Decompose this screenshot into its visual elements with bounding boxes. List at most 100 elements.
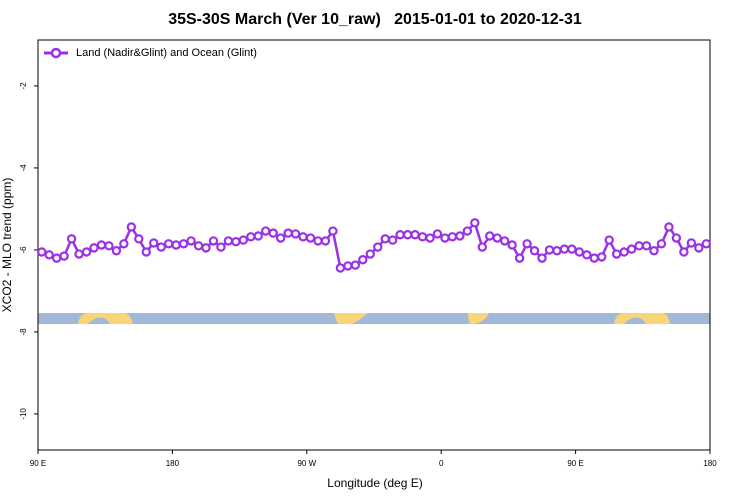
x-tick-label: 0 bbox=[439, 459, 444, 468]
y-tick-label: -8 bbox=[19, 328, 28, 336]
data-point bbox=[223, 236, 234, 246]
data-point bbox=[589, 253, 599, 263]
data-point bbox=[59, 251, 69, 261]
data-point bbox=[686, 238, 697, 248]
y-tick-label: -6 bbox=[19, 246, 28, 254]
data-point bbox=[597, 252, 607, 262]
data-point bbox=[119, 239, 129, 249]
data-point bbox=[51, 253, 62, 263]
data-point bbox=[126, 222, 137, 232]
data-point bbox=[611, 249, 622, 259]
data-point bbox=[163, 239, 174, 249]
data-point bbox=[679, 247, 689, 257]
data-point bbox=[66, 234, 77, 244]
data-point bbox=[432, 229, 443, 239]
data-point bbox=[216, 242, 226, 252]
data-point bbox=[37, 247, 47, 257]
data-point bbox=[261, 226, 271, 236]
data-point bbox=[574, 247, 585, 257]
legend-marker bbox=[50, 47, 62, 59]
data-point bbox=[485, 231, 495, 241]
data-point bbox=[283, 228, 293, 238]
data-point bbox=[440, 233, 450, 243]
data-point bbox=[149, 238, 159, 248]
data-point bbox=[395, 230, 405, 240]
data-point bbox=[701, 239, 711, 249]
data-point bbox=[626, 244, 637, 254]
legend-label: Land (Nadir&Glint) and Ocean (Glint) bbox=[76, 47, 257, 59]
data-point bbox=[343, 261, 353, 271]
data-point bbox=[335, 263, 346, 273]
data-point bbox=[582, 250, 592, 260]
data-point bbox=[417, 232, 428, 242]
data-point bbox=[365, 249, 375, 259]
data-point bbox=[186, 236, 196, 246]
data-point bbox=[253, 231, 263, 241]
data-point bbox=[462, 226, 473, 236]
data-point bbox=[231, 237, 241, 247]
x-tick-label: 90 E bbox=[30, 459, 46, 468]
x-tick-label: 180 bbox=[166, 459, 180, 468]
data-point bbox=[507, 240, 517, 250]
data-point bbox=[104, 241, 114, 251]
data-point bbox=[671, 233, 682, 243]
data-point bbox=[313, 236, 323, 246]
land-ocean-strip bbox=[38, 313, 710, 324]
data-point bbox=[567, 244, 577, 254]
ocean-strip bbox=[38, 313, 710, 324]
y-axis-label: XCO2 - MLO trend (ppm) bbox=[0, 178, 14, 313]
x-tick-label: 180 bbox=[703, 459, 717, 468]
data-point bbox=[522, 239, 532, 249]
data-point bbox=[447, 232, 458, 242]
land-area bbox=[468, 313, 489, 324]
data-point bbox=[96, 240, 107, 250]
data-point bbox=[246, 232, 256, 242]
data-point bbox=[156, 242, 166, 252]
data-point bbox=[425, 233, 435, 243]
data-point bbox=[298, 232, 308, 242]
data-point bbox=[350, 260, 361, 270]
data-point bbox=[275, 233, 286, 243]
data-point bbox=[499, 236, 510, 246]
y-tick-label: -2 bbox=[19, 82, 28, 90]
lake-area bbox=[88, 317, 110, 324]
data-point bbox=[477, 242, 487, 252]
data-point bbox=[178, 239, 189, 249]
data-point bbox=[305, 233, 316, 243]
chart-title: 35S-30S March (Ver 10_raw) 2015-01-01 to… bbox=[168, 11, 582, 28]
lake-area bbox=[624, 317, 646, 324]
data-point bbox=[410, 230, 420, 240]
data-point bbox=[529, 246, 540, 256]
data-point bbox=[552, 246, 562, 256]
data-point bbox=[44, 250, 54, 260]
data-point bbox=[358, 255, 368, 265]
data-point bbox=[649, 246, 659, 256]
data-point bbox=[74, 249, 84, 259]
data-point bbox=[470, 218, 480, 228]
data-point bbox=[89, 243, 99, 253]
data-point bbox=[634, 241, 644, 251]
data-point bbox=[641, 241, 652, 251]
data-point bbox=[455, 231, 465, 241]
data-point bbox=[559, 244, 570, 254]
data-point bbox=[208, 236, 219, 246]
data-point bbox=[514, 253, 525, 263]
data-point bbox=[402, 230, 413, 240]
data-point bbox=[619, 247, 629, 257]
data-point bbox=[171, 240, 181, 250]
data-point bbox=[656, 239, 667, 249]
land-area bbox=[334, 313, 368, 324]
data-point bbox=[290, 229, 301, 239]
data-point bbox=[111, 246, 122, 256]
data-point bbox=[268, 228, 278, 238]
data-point bbox=[387, 235, 398, 245]
data-point bbox=[193, 241, 204, 251]
data-point bbox=[201, 243, 211, 253]
x-tick-label: 90 W bbox=[297, 459, 316, 468]
x-tick-label: 90 E bbox=[567, 459, 583, 468]
data-point bbox=[81, 247, 92, 257]
data-point bbox=[664, 222, 674, 232]
data-point bbox=[134, 234, 144, 244]
data-point bbox=[492, 233, 502, 243]
